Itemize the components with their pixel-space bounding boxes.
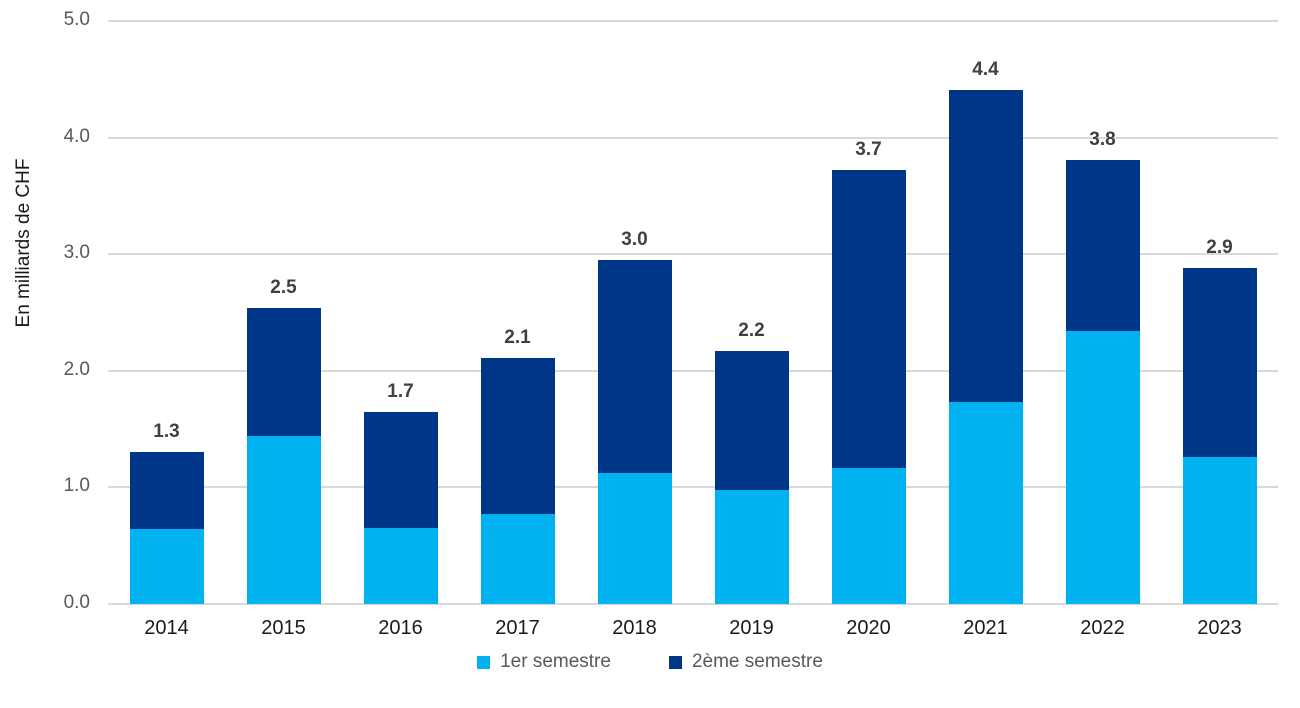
bar-segment-series-2	[246, 307, 321, 437]
bar-segment-series-2	[1065, 159, 1140, 332]
y-tick-label: 0.0	[63, 592, 90, 613]
x-axis-label: 2022	[1080, 617, 1125, 639]
bar-segment-series-1	[948, 402, 1023, 604]
bar-segment-series-1	[1182, 457, 1257, 604]
y-tick-label: 5.0	[63, 9, 90, 30]
bar-segment-series-2	[129, 452, 204, 530]
legend-item: 2ème semestre	[668, 651, 823, 673]
x-axis-label: 2016	[378, 617, 423, 639]
legend-item: 1er semestre	[477, 651, 611, 673]
plot-area: 0.0 1.0 2.0 3.0 4.0 5.0 1.3 2014 2.5 2015 1.7 2016 2…	[64, 9, 1278, 639]
legend: 1er semestre 2ème semestre	[65, 651, 1235, 673]
bar-segment-series-1	[480, 514, 555, 604]
gridline	[108, 253, 1278, 256]
y-tick-label: 3.0	[63, 242, 90, 264]
bar-total-label: 2.1	[504, 326, 531, 348]
legend-label: 2ème semestre	[691, 651, 823, 672]
gridline	[108, 369, 1278, 372]
y-tick-label: 1.0	[63, 475, 90, 497]
bar-segment-series-1	[246, 436, 321, 604]
x-axis-label: 2020	[846, 617, 891, 639]
bar-total-label: 3.8	[1089, 128, 1116, 150]
bar-segment-series-2	[714, 350, 789, 490]
gridline	[108, 20, 1278, 22]
gridline	[108, 603, 1278, 605]
bar-segment-series-1	[714, 489, 789, 604]
x-axis-label: 2021	[963, 617, 1008, 639]
x-axis-label: 2019	[729, 617, 774, 639]
bar-segment-series-2	[831, 170, 906, 468]
y-tick-label: 2.0	[63, 358, 90, 380]
bar-segment-series-2	[363, 411, 438, 529]
bar-segment-series-2	[948, 89, 1023, 403]
bar-total-label: 3.0	[621, 229, 648, 251]
x-axis-label: 2017	[495, 617, 540, 639]
legend-label: 1er semestre	[500, 651, 611, 672]
gridline	[108, 136, 1278, 139]
legend-swatch-icon	[668, 655, 682, 669]
x-axis-label: 2018	[612, 617, 657, 639]
bar-segment-series-1	[597, 473, 672, 604]
bar-segment-series-2	[597, 260, 672, 474]
bar-segment-series-2	[1182, 268, 1257, 458]
bar-segment-series-2	[480, 357, 555, 515]
bar-total-label: 3.7	[855, 139, 882, 161]
x-axis-label: 2023	[1197, 617, 1242, 639]
bar-total-label: 2.9	[1206, 237, 1233, 259]
x-axis-label: 2014	[144, 617, 189, 639]
x-axis-label: 2015	[261, 617, 306, 639]
bar-segment-series-1	[831, 467, 906, 604]
bar-segment-series-1	[363, 528, 438, 604]
y-tick-label: 4.0	[63, 125, 90, 147]
bar-total-label: 2.2	[738, 319, 765, 341]
bar-total-label: 2.5	[270, 276, 297, 298]
gridline	[108, 486, 1278, 489]
bar-segment-series-1	[1065, 331, 1140, 604]
bar-total-label: 1.7	[387, 380, 414, 402]
bar-total-label: 1.3	[153, 421, 180, 443]
bar-total-label: 4.4	[972, 58, 999, 80]
bar-segment-series-1	[129, 529, 204, 604]
legend-swatch-icon	[477, 655, 491, 669]
